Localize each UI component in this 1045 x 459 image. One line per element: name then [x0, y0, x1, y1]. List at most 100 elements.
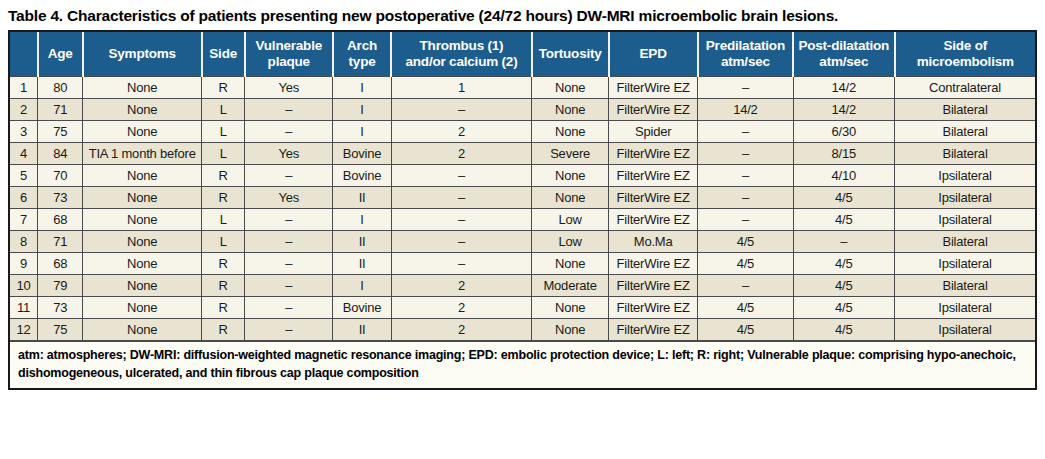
table-cell-epd: FilterWire EZ — [609, 164, 698, 186]
table-cell-arch-type: I — [333, 208, 391, 230]
table-row: 871NoneL–II–LowMo.Ma4/5–Bilateral — [10, 230, 1035, 252]
table-cell-age: 84 — [38, 142, 83, 164]
table-cell-tortuosity: None — [532, 98, 609, 120]
table-cell-post-dilatation: 4/5 — [793, 208, 894, 230]
table-cell-row-number: 6 — [10, 186, 38, 208]
table-cell-epd: FilterWire EZ — [609, 296, 698, 318]
table-cell-row-number: 4 — [10, 142, 38, 164]
table-cell-vulnerable-plaque: – — [245, 164, 333, 186]
table-footnote: atm: atmospheres; DW-MRI: diffusion-weig… — [10, 341, 1035, 388]
table-header: Age Symptoms Side Vulnerable plaque Arch… — [10, 32, 1035, 76]
table-row: 484TIA 1 month beforeLYesBovine2SevereFi… — [10, 142, 1035, 164]
column-header-epd: EPD — [609, 32, 698, 76]
table-cell-thrombus-calcium: – — [391, 186, 531, 208]
table-cell-thrombus-calcium: 2 — [391, 142, 531, 164]
table-cell-epd: Mo.Ma — [609, 230, 698, 252]
table-cell-epd: Spider — [609, 120, 698, 142]
table-cell-vulnerable-plaque: – — [245, 230, 333, 252]
table-cell-tortuosity: None — [532, 164, 609, 186]
table-cell-vulnerable-plaque: – — [245, 318, 333, 340]
table-cell-side-of-microembolism: Contralateral — [895, 76, 1035, 98]
table-cell-side-of-microembolism: Ipsilateral — [895, 164, 1035, 186]
table-cell-symptoms: None — [83, 252, 202, 274]
paper-table-figure: Table 4. Characteristics of patients pre… — [0, 0, 1045, 459]
table-cell-tortuosity: Low — [532, 230, 609, 252]
table-cell-side: L — [202, 142, 245, 164]
patients-table: Age Symptoms Side Vulnerable plaque Arch… — [8, 30, 1037, 390]
table-cell-side: R — [202, 274, 245, 296]
table-cell-tortuosity: Moderate — [532, 274, 609, 296]
table-cell-post-dilatation: 4/5 — [793, 274, 894, 296]
table-cell-tortuosity: None — [532, 296, 609, 318]
table-cell-tortuosity: Low — [532, 208, 609, 230]
column-header-arch-type: Arch type — [333, 32, 391, 76]
table-row: 968NoneR–II–NoneFilterWire EZ4/54/5Ipsil… — [10, 252, 1035, 274]
table-cell-age: 73 — [38, 186, 83, 208]
table-cell-symptoms: None — [83, 230, 202, 252]
table-cell-post-dilatation: 6/30 — [793, 120, 894, 142]
table-cell-symptoms: None — [83, 186, 202, 208]
table-cell-side: L — [202, 120, 245, 142]
table-cell-side-of-microembolism: Bilateral — [895, 98, 1035, 120]
table-cell-age: 71 — [38, 98, 83, 120]
table-row: 1275NoneR–II2NoneFilterWire EZ4/54/5Ipsi… — [10, 318, 1035, 340]
table-cell-side-of-microembolism: Bilateral — [895, 142, 1035, 164]
table-cell-side: L — [202, 230, 245, 252]
table-cell-age: 75 — [38, 318, 83, 340]
table-cell-side-of-microembolism: Bilateral — [895, 230, 1035, 252]
table-cell-row-number: 7 — [10, 208, 38, 230]
table-cell-side: R — [202, 164, 245, 186]
table-cell-epd: FilterWire EZ — [609, 76, 698, 98]
table-cell-arch-type: II — [333, 186, 391, 208]
table-cell-arch-type: II — [333, 230, 391, 252]
table-title: Table 4. Characteristics of patients pre… — [0, 0, 1045, 30]
table-cell-post-dilatation: 4/5 — [793, 318, 894, 340]
table-cell-side-of-microembolism: Ipsilateral — [895, 208, 1035, 230]
table-row: 673NoneRYesII–NoneFilterWire EZ–4/5Ipsil… — [10, 186, 1035, 208]
table-cell-epd: FilterWire EZ — [609, 318, 698, 340]
table-row: 1079NoneR–I2ModerateFilterWire EZ–4/5Bil… — [10, 274, 1035, 296]
table-cell-row-number: 2 — [10, 98, 38, 120]
table-cell-post-dilatation: – — [793, 230, 894, 252]
table-cell-vulnerable-plaque: – — [245, 98, 333, 120]
column-header-symptoms: Symptoms — [83, 32, 202, 76]
table-cell-predilatation: – — [698, 164, 793, 186]
table-cell-predilatation: 4/5 — [698, 230, 793, 252]
table-cell-post-dilatation: 8/15 — [793, 142, 894, 164]
table-cell-side: L — [202, 208, 245, 230]
table-row: 271NoneL–I–NoneFilterWire EZ14/214/2Bila… — [10, 98, 1035, 120]
table-cell-symptoms: None — [83, 164, 202, 186]
table-cell-tortuosity: None — [532, 186, 609, 208]
table-cell-age: 71 — [38, 230, 83, 252]
table-cell-age: 80 — [38, 76, 83, 98]
table-cell-thrombus-calcium: 2 — [391, 318, 531, 340]
table-cell-side: R — [202, 76, 245, 98]
table-cell-predilatation: 4/5 — [698, 296, 793, 318]
table-cell-arch-type: I — [333, 274, 391, 296]
column-header-side-of-microembolism: Side of microembolism — [895, 32, 1035, 76]
table-cell-vulnerable-plaque: Yes — [245, 76, 333, 98]
table-cell-post-dilatation: 14/2 — [793, 76, 894, 98]
data-table: Age Symptoms Side Vulnerable plaque Arch… — [10, 32, 1035, 341]
table-cell-epd: FilterWire EZ — [609, 208, 698, 230]
table-cell-side-of-microembolism: Ipsilateral — [895, 318, 1035, 340]
table-cell-predilatation: 14/2 — [698, 98, 793, 120]
table-cell-arch-type: I — [333, 76, 391, 98]
table-cell-row-number: 9 — [10, 252, 38, 274]
table-cell-epd: FilterWire EZ — [609, 98, 698, 120]
table-cell-epd: FilterWire EZ — [609, 274, 698, 296]
table-cell-thrombus-calcium: 2 — [391, 296, 531, 318]
table-cell-vulnerable-plaque: – — [245, 252, 333, 274]
table-cell-side: R — [202, 296, 245, 318]
table-cell-epd: FilterWire EZ — [609, 252, 698, 274]
table-row: 570NoneR–Bovine–NoneFilterWire EZ–4/10Ip… — [10, 164, 1035, 186]
table-cell-vulnerable-plaque: Yes — [245, 142, 333, 164]
table-cell-symptoms: None — [83, 76, 202, 98]
table-cell-thrombus-calcium: – — [391, 164, 531, 186]
table-cell-row-number: 3 — [10, 120, 38, 142]
table-cell-predilatation: – — [698, 208, 793, 230]
table-cell-row-number: 11 — [10, 296, 38, 318]
table-cell-arch-type: I — [333, 98, 391, 120]
column-header-row-number — [10, 32, 38, 76]
table-cell-side: R — [202, 252, 245, 274]
